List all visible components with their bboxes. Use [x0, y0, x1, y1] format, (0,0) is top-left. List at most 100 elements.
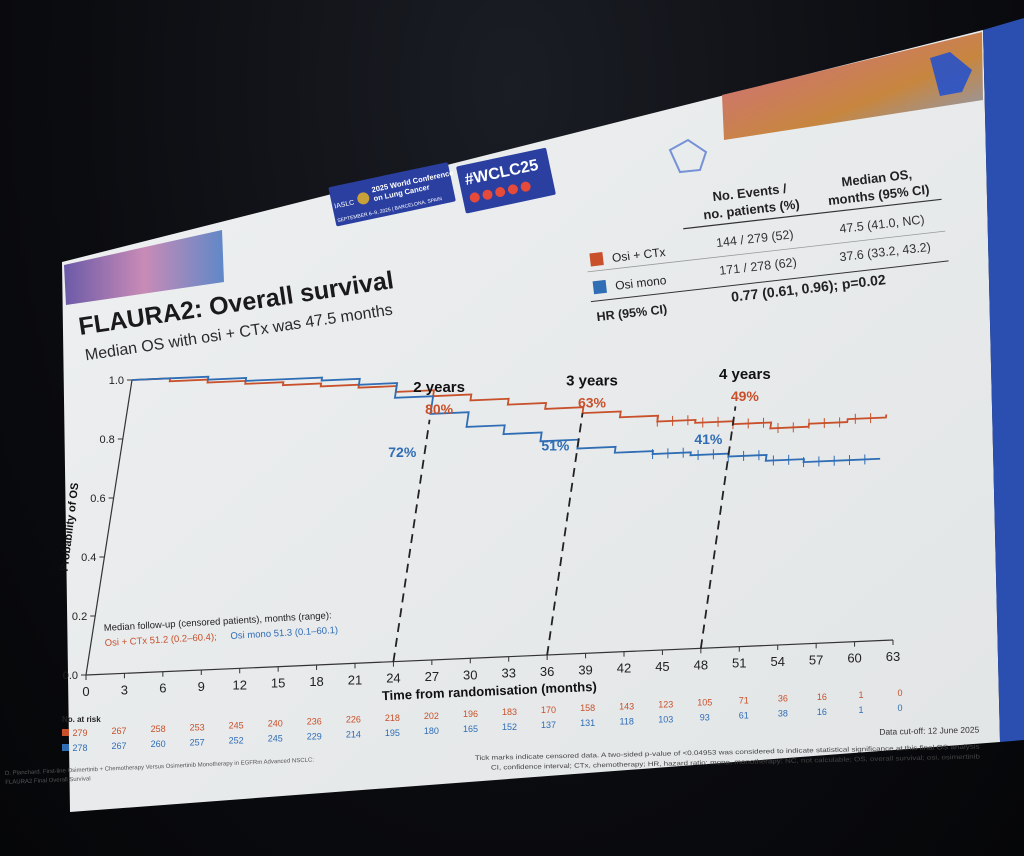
- risk-osi-ctx-value: 71: [739, 696, 749, 706]
- chat-icon[interactable]: [520, 181, 532, 193]
- social-icons: [469, 181, 532, 204]
- risk-osi-mono-value: 214: [346, 730, 361, 740]
- risk-osi-ctx-value: 158: [580, 703, 595, 713]
- risk-osi-mono-value: 252: [229, 735, 244, 745]
- risk-osi-ctx-value: 279: [72, 728, 87, 738]
- milestone-label: 3 years: [566, 373, 618, 390]
- x-tick-label: 63: [886, 649, 900, 664]
- milestone-label: 2 years: [413, 379, 465, 396]
- risk-osi-mono-value: 245: [268, 733, 283, 743]
- osi-ctx-swatch: [589, 252, 604, 267]
- risk-osi-ctx-value: 202: [424, 711, 439, 721]
- x-tick-label: 48: [694, 657, 708, 672]
- hexagon-outline-decor: [668, 138, 708, 174]
- x-tick-label: 6: [159, 681, 166, 696]
- osi-mono-label: Osi mono: [614, 273, 667, 293]
- risk-osi-ctx-value: 36: [778, 694, 788, 704]
- screen-edge-bar: [983, 18, 1024, 742]
- risk-osi-mono-value: 195: [385, 728, 400, 738]
- header-image-right: [722, 32, 983, 140]
- risk-osi-ctx-value: 258: [151, 724, 166, 734]
- risk-osi-ctx-value: 105: [697, 698, 712, 708]
- risk-osi-mono-value: 260: [151, 739, 166, 749]
- x-tick-label: 27: [425, 669, 439, 684]
- risk-osi-mono-value: 103: [658, 714, 673, 724]
- risk-osi-ctx-value: 143: [619, 701, 634, 711]
- osi-mono-swatch: [592, 279, 607, 295]
- x-tick-label: 33: [501, 666, 515, 681]
- x-tick-label: 12: [232, 677, 246, 692]
- wclc-seal-icon: [357, 192, 370, 205]
- y-axis: [85, 379, 133, 676]
- y-tick-label: 0.6: [90, 493, 105, 505]
- risk-osi-mono-value: 180: [424, 726, 439, 736]
- conference-banner-bg: [328, 162, 456, 227]
- milestone-osi-ctx-value: 49%: [731, 388, 760, 404]
- x-tick-label: 21: [348, 672, 362, 687]
- hashtag-bg: [456, 147, 556, 214]
- x-icon[interactable]: [494, 186, 506, 198]
- risk-osi-mono-value: 267: [112, 741, 127, 751]
- risk-table: No. at risk 279 267 258 253 245 240 236 226 218 20…: [62, 688, 903, 753]
- risk-osi-mono-value: 165: [463, 724, 478, 734]
- risk-osi-mono-value: 278: [72, 743, 87, 753]
- iaslc-logo: IASLC: [334, 199, 355, 210]
- osi-ctx-label: Osi + CTx: [611, 245, 666, 265]
- milestone-osi-ctx-value: 63%: [578, 395, 607, 411]
- x-axis: [85, 639, 894, 676]
- y-tick-label: 0.4: [81, 552, 96, 564]
- milestone-osi-mono-value: 41%: [694, 431, 723, 447]
- row-divider: [587, 230, 946, 273]
- milestone-label: 4 years: [719, 366, 771, 383]
- screen-surface: [62, 30, 1000, 812]
- milestone-osi-mono-value: 72%: [388, 444, 417, 460]
- x-tick-label: 24: [386, 671, 400, 686]
- risk-osi-ctx-value: 1: [858, 690, 863, 700]
- x-tick-label: 18: [309, 674, 323, 689]
- x-tick-label: 0: [82, 684, 89, 699]
- reference-line2: FLAURA2 Final Overall Survival: [5, 776, 91, 786]
- risk-osi-mono-value: 0: [897, 703, 902, 713]
- risk-osi-mono-value: 229: [307, 732, 322, 742]
- risk-osi-ctx-value: 267: [112, 726, 127, 736]
- risk-osi-ctx-value: 253: [190, 722, 205, 732]
- table-bottom-line: [590, 260, 949, 303]
- risk-osi-ctx-swatch: [62, 729, 69, 736]
- series-line-osi-ctx: [131, 377, 888, 430]
- y-tick-label: 0.2: [72, 611, 87, 623]
- header-divider: [683, 198, 942, 230]
- risk-osi-ctx-value: 170: [541, 705, 556, 715]
- x-tick-label: 9: [198, 679, 205, 694]
- risk-osi-mono-value: 257: [190, 737, 205, 747]
- hexagon-decor: [930, 52, 972, 96]
- risk-osi-ctx-value: 183: [502, 707, 517, 717]
- risk-label: No. at risk: [62, 715, 101, 724]
- x-tick-label: 60: [847, 651, 861, 666]
- risk-osi-ctx-value: 0: [897, 688, 902, 698]
- x-tick-label: 36: [540, 664, 554, 679]
- hashtag-block: #WCLC25: [456, 147, 556, 214]
- risk-osi-mono-value: 61: [739, 711, 749, 721]
- facebook-icon[interactable]: [469, 192, 481, 204]
- y-tick-label: 0.8: [100, 434, 115, 446]
- x-tick-label: 57: [809, 652, 823, 667]
- risk-osi-mono-value: 137: [541, 720, 556, 730]
- y-tick-label: 0.0: [63, 670, 78, 682]
- header-image-left: [64, 230, 224, 305]
- milestone-osi-ctx-value: 80%: [425, 401, 454, 417]
- y-tick-label: 1.0: [109, 375, 124, 387]
- x-tick-label: 54: [770, 654, 784, 669]
- risk-osi-ctx-value: 16: [817, 692, 827, 702]
- risk-osi-mono-value: 93: [700, 713, 710, 723]
- risk-osi-ctx-value: 196: [463, 709, 478, 719]
- milestone-line: [546, 412, 584, 656]
- linkedin-icon[interactable]: [482, 189, 494, 201]
- risk-osi-mono-swatch: [62, 744, 69, 751]
- x-tick-label: 30: [463, 667, 477, 682]
- instagram-icon[interactable]: [507, 183, 519, 195]
- milestone-osi-mono-value: 51%: [541, 438, 570, 454]
- risk-osi-mono-value: 131: [580, 718, 595, 728]
- x-tick-label: 3: [121, 682, 128, 697]
- milestone-line: [392, 419, 431, 662]
